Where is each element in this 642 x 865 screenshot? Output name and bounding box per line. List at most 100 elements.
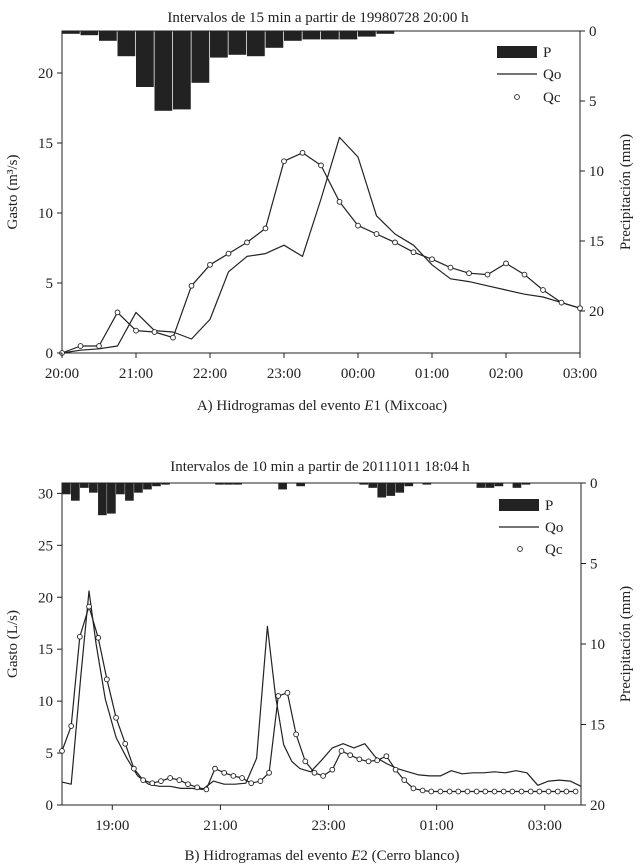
precip-bar xyxy=(228,31,247,55)
chart-b-legend: P Qo Qc xyxy=(499,498,563,558)
y2tick-label: 20 xyxy=(589,304,604,320)
chart-a-caption-prefix: A) Hidrogramas del evento xyxy=(197,398,364,414)
qc-point xyxy=(158,778,164,784)
qc-point xyxy=(239,775,245,781)
chart-a-title: Intervalos de 15 min a partir de 1998072… xyxy=(167,10,469,26)
qc-point xyxy=(212,765,218,772)
qc-point xyxy=(113,714,119,721)
qc-point xyxy=(355,222,361,229)
precip-bar xyxy=(404,483,414,487)
precip-bar xyxy=(161,483,170,485)
chart-a-caption-event: E xyxy=(363,398,373,414)
qc-point xyxy=(572,788,579,795)
precip-bar xyxy=(210,31,228,58)
qc-point xyxy=(225,250,232,257)
qc-point xyxy=(577,305,583,312)
qc-point xyxy=(509,788,516,795)
precip-bar xyxy=(386,483,396,496)
xtick-label: 20:00 xyxy=(45,366,79,382)
precip-bar xyxy=(224,483,233,485)
precip-bar xyxy=(395,483,405,493)
qc-point xyxy=(338,748,345,754)
precip-bar xyxy=(233,483,242,485)
precip-bar xyxy=(117,31,136,57)
xtick-label: 19:00 xyxy=(95,818,129,834)
qc-point xyxy=(86,603,92,610)
qc-point xyxy=(77,343,84,349)
qc-point xyxy=(536,788,543,795)
qc-point xyxy=(318,162,324,169)
chart-a-legend-p: P xyxy=(543,45,551,61)
y2tick-label: 0 xyxy=(589,24,597,40)
precip-bar xyxy=(284,31,302,41)
precip-bar xyxy=(152,483,161,487)
y2tick-label: 10 xyxy=(590,637,605,653)
precip-bar xyxy=(339,31,358,40)
qc-point xyxy=(521,271,528,278)
chart-b-caption: B) Hidrogramas del evento E2 (Cerro blan… xyxy=(185,848,460,864)
qc-point xyxy=(76,633,83,640)
qc-point xyxy=(221,769,228,776)
qc-point xyxy=(230,773,237,779)
ytick-label: 30 xyxy=(38,486,53,502)
qc-point xyxy=(257,778,264,784)
qc-point xyxy=(194,784,201,791)
qc-point xyxy=(176,777,183,783)
xtick-label: 23:00 xyxy=(267,366,301,382)
y2tick-label: 15 xyxy=(590,718,605,734)
xtick-label: 01:00 xyxy=(420,818,454,834)
precip-bar xyxy=(377,483,387,498)
qc-point xyxy=(383,753,390,760)
precip-bar xyxy=(107,483,116,514)
ytick-label: 10 xyxy=(38,694,53,710)
qc-point xyxy=(446,788,453,795)
qc-point xyxy=(203,786,210,793)
chart-a-legend-qo: Qo xyxy=(543,67,561,83)
qc-point xyxy=(554,788,561,795)
qc-point xyxy=(429,256,435,263)
qc-point xyxy=(140,777,146,783)
qc-point xyxy=(428,788,435,795)
precip-bar xyxy=(265,31,284,48)
qc-point xyxy=(185,781,191,788)
xtick-label: 23:00 xyxy=(311,818,345,834)
precip-bar xyxy=(376,31,395,34)
chart-a-axes: 0 5 10 15 20 0 5 10 15 20 20:00 21:00 22:00 23:00 00:0… xyxy=(38,24,604,382)
precip-bar xyxy=(98,483,107,516)
qc-point xyxy=(320,773,326,779)
qc-point xyxy=(104,676,110,683)
precip-bar xyxy=(422,483,432,485)
ytick-label: 25 xyxy=(38,538,53,554)
xtick-label: 02:00 xyxy=(489,366,523,382)
qc-point xyxy=(563,788,570,795)
qc-point xyxy=(266,769,272,776)
chart-b-legend-qc: Qc xyxy=(545,542,563,558)
precip-bar xyxy=(173,31,191,110)
qc-point xyxy=(466,270,472,277)
chart-b-caption-suffix: 2 (Cerro blanco) xyxy=(360,848,459,864)
precip-bar xyxy=(62,31,80,34)
qc-point xyxy=(329,766,336,773)
qc-point xyxy=(281,158,287,165)
qc-point xyxy=(347,752,354,758)
chart-b-title: Intervalos de 10 min a partir de 2011101… xyxy=(170,459,470,475)
precip-bar xyxy=(215,483,224,485)
qc-point xyxy=(167,775,173,781)
chart-a-ylabel2: Precipitación (mm) xyxy=(618,134,634,250)
precip-bar xyxy=(485,483,495,488)
ytick-label: 15 xyxy=(38,642,53,658)
chart-b-legend-qc-swatch xyxy=(517,546,523,552)
qc-point xyxy=(170,334,176,341)
chart-b-precip-bars xyxy=(62,483,531,516)
precip-bar xyxy=(358,31,376,37)
qc-point xyxy=(527,788,534,795)
xtick-label: 00:00 xyxy=(341,366,375,382)
chart-b: Intervalos de 10 min a partir de 2011101… xyxy=(5,459,634,864)
chart-b-caption-prefix: B) Hidrogramas del evento xyxy=(185,848,352,864)
ytick-label: 20 xyxy=(38,590,53,606)
precip-bar xyxy=(247,31,265,57)
precip-bar xyxy=(99,31,117,41)
ytick-label: 0 xyxy=(46,346,54,362)
qc-point xyxy=(302,758,309,765)
